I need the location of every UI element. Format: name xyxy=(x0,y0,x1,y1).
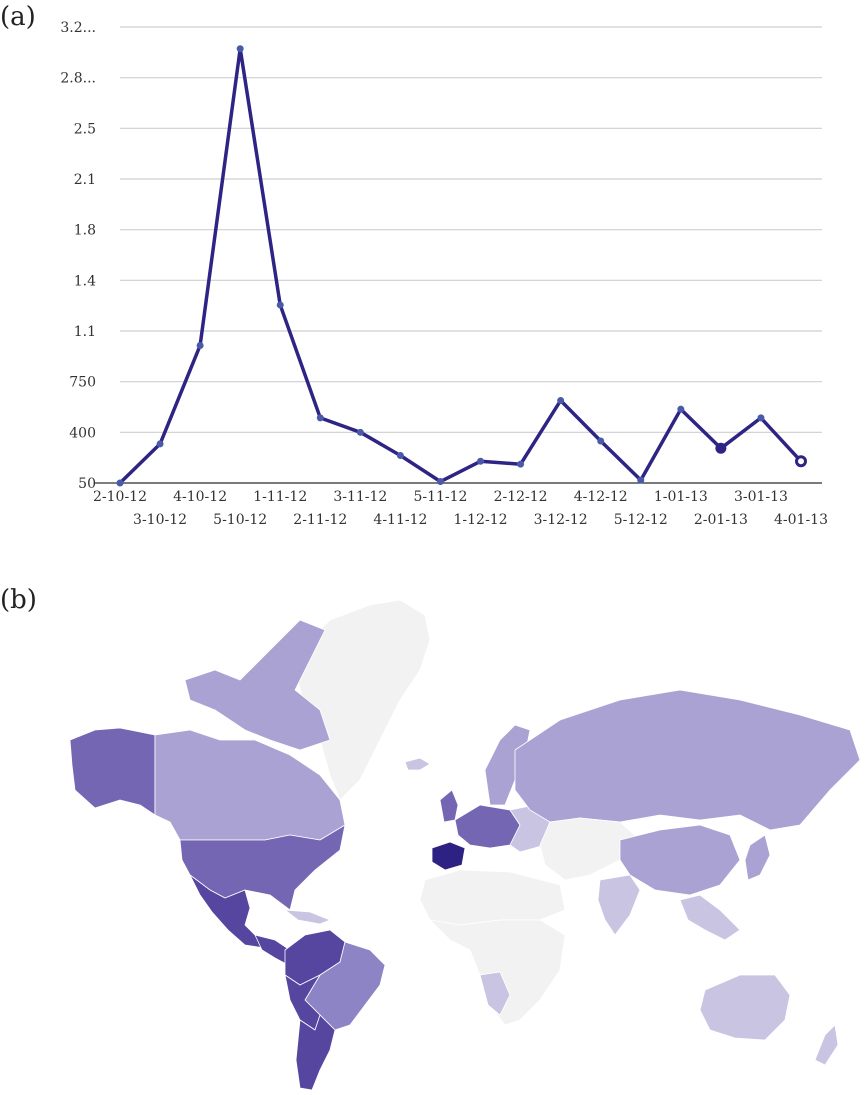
data-point[interactable] xyxy=(557,396,565,404)
data-point[interactable] xyxy=(517,460,525,468)
map-canada-islands xyxy=(184,619,331,751)
map-australia xyxy=(699,974,791,1041)
x-tick-label: 5-10-12 xyxy=(213,512,267,528)
chart-gridlines xyxy=(120,26,822,484)
y-tick-label: 2.8... xyxy=(60,71,96,87)
data-point[interactable] xyxy=(715,442,727,454)
panel-label-a: (a) xyxy=(0,2,36,32)
x-tick-label: 4-12-12 xyxy=(574,489,628,505)
data-point[interactable] xyxy=(276,301,284,309)
data-point[interactable] xyxy=(356,428,364,436)
x-tick-label: 2-11-12 xyxy=(293,512,347,528)
y-axis-ticks: 50 400 750 1.1 1.4 1.8 2.1 2.5 2.8... 3.2... xyxy=(60,20,96,492)
data-point[interactable] xyxy=(637,476,645,484)
y-tick-label: 400 xyxy=(69,425,96,441)
line-chart: 50 400 750 1.1 1.4 1.8 2.1 2.5 2.8... 3.2... 2-10… xyxy=(60,20,828,528)
data-point[interactable] xyxy=(116,479,124,487)
data-point[interactable] xyxy=(436,478,444,486)
map-uk-ireland xyxy=(439,789,459,823)
y-tick-label: 1.8 xyxy=(74,223,96,239)
data-point[interactable] xyxy=(795,455,807,468)
map-caribbean xyxy=(284,909,331,925)
data-point[interactable] xyxy=(396,451,404,459)
y-tick-label: 750 xyxy=(69,375,96,391)
x-tick-label: 3-10-12 xyxy=(133,512,187,528)
map-iceland xyxy=(404,757,431,771)
map-russia xyxy=(514,689,861,831)
x-axis-ticks: 2-10-12 3-10-12 4-10-12 5-10-12 1-11-12 2-11-… xyxy=(93,489,828,528)
map-alaska xyxy=(69,727,156,816)
map-western-europe xyxy=(454,804,521,849)
map-southeast-asia xyxy=(679,894,741,941)
y-tick-label: 2.5 xyxy=(74,121,96,137)
x-tick-label: 5-12-12 xyxy=(614,512,668,528)
map-canada xyxy=(154,729,346,841)
map-argentina-chile xyxy=(295,1014,336,1091)
y-tick-label: 50 xyxy=(78,476,96,492)
y-tick-label: 2.1 xyxy=(74,172,96,188)
x-tick-label: 2-01-13 xyxy=(694,512,748,528)
map-southern-africa xyxy=(479,971,511,1016)
x-tick-label: 2-12-12 xyxy=(494,489,548,505)
x-tick-label: 3-01-13 xyxy=(734,489,788,505)
y-tick-label: 3.2... xyxy=(60,20,96,36)
data-point[interactable] xyxy=(597,437,605,445)
x-tick-label: 1-11-12 xyxy=(253,489,307,505)
x-tick-label: 4-10-12 xyxy=(173,489,227,505)
data-point[interactable] xyxy=(757,414,765,422)
y-tick-label: 1.1 xyxy=(74,324,96,340)
x-tick-label: 3-12-12 xyxy=(534,512,588,528)
map-new-zealand xyxy=(814,1024,839,1066)
data-point[interactable] xyxy=(677,405,685,413)
data-point[interactable] xyxy=(156,440,164,448)
data-point[interactable] xyxy=(196,341,204,349)
x-tick-label: 5-11-12 xyxy=(413,489,467,505)
map-india xyxy=(597,874,641,936)
map-china xyxy=(619,824,741,896)
map-central-asia xyxy=(539,817,641,881)
map-spain xyxy=(431,841,466,871)
panel-label-b: (b) xyxy=(0,585,37,615)
y-tick-label: 1.4 xyxy=(74,273,96,289)
series-line xyxy=(118,46,803,485)
x-tick-label: 2-10-12 xyxy=(93,489,147,505)
world-choropleth-map xyxy=(69,599,861,1091)
x-tick-label: 3-11-12 xyxy=(333,489,387,505)
data-point[interactable] xyxy=(477,457,485,465)
map-north-africa xyxy=(419,869,566,926)
data-point[interactable] xyxy=(236,45,244,53)
x-tick-label: 4-01-13 xyxy=(774,512,828,528)
map-japan xyxy=(744,834,771,881)
x-tick-label: 4-11-12 xyxy=(373,512,427,528)
data-point[interactable] xyxy=(316,414,324,422)
x-tick-label: 1-12-12 xyxy=(454,512,508,528)
x-tick-label: 1-01-13 xyxy=(654,489,708,505)
series-markers xyxy=(116,45,807,487)
